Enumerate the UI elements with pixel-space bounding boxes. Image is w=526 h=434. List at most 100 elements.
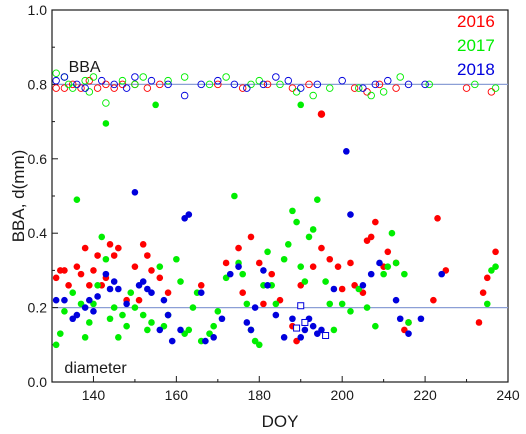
bba-point-2017-17 xyxy=(276,80,284,89)
diameter-point-2018-5 xyxy=(86,296,93,304)
bba-point-2018-3 xyxy=(81,84,89,92)
diameter-point-2018-53 xyxy=(405,330,412,337)
bba-point-2017-19 xyxy=(309,91,317,100)
diameter-point-2018-47 xyxy=(347,211,354,218)
y-tick-label-5: 1.0 xyxy=(28,2,48,18)
legend-label-2016: 2016 xyxy=(457,12,495,31)
bba-point-2018-21 xyxy=(359,84,367,92)
diameter-point-2016-27 xyxy=(247,233,255,241)
diameter-point-2017-3 xyxy=(69,289,77,297)
diameter-point-2016-17 xyxy=(135,296,143,304)
x-tick-label-140: 140 xyxy=(82,387,106,403)
diameter-point-2017-36 xyxy=(231,192,238,200)
diameter-point-2018-28 xyxy=(218,315,226,323)
diameter-point-2017-53 xyxy=(305,233,313,241)
diameter-point-2017-48 xyxy=(284,241,292,248)
diameter-point-2017-39 xyxy=(243,300,251,308)
diameter-point-2018-22 xyxy=(177,326,184,334)
bba-point-2017-6 xyxy=(89,73,98,81)
bba-point-2017-21 xyxy=(355,84,363,92)
bba-point-2016-8 xyxy=(118,80,127,89)
bba-point-2016-5 xyxy=(93,84,102,92)
diameter-point-2018-44 xyxy=(318,326,325,334)
bba-point-2016-12 xyxy=(214,80,222,89)
diameter-point-2018-17 xyxy=(148,289,155,297)
y-tick-label-0: 0.0 xyxy=(28,374,48,390)
diameter-point-2017-17 xyxy=(127,289,135,297)
diameter-point-2017-16 xyxy=(123,322,130,330)
diameter-point-2018-6 xyxy=(90,308,97,315)
bba-point-2018-23 xyxy=(384,76,392,85)
bba-point-2017-3 xyxy=(68,84,77,92)
diameter-point-2018-12 xyxy=(123,300,130,308)
diameter-point-2016-38 xyxy=(334,263,342,270)
bba-point-2016-6 xyxy=(102,80,110,89)
diameter-point-2017-46 xyxy=(272,300,280,308)
diameter-point-2018-7 xyxy=(94,293,101,300)
diameter-point-2016-52 xyxy=(434,215,441,222)
diameter-point-2018-50 xyxy=(376,259,383,267)
bba-point-2017-2 xyxy=(64,80,73,89)
diameter-point-2018-27 xyxy=(210,334,217,341)
bba-point-2016-14 xyxy=(263,80,272,89)
diameter-point-2017-33 xyxy=(210,322,217,330)
bba-point-2017-5 xyxy=(85,88,94,96)
diameter-point-2016-35 xyxy=(309,263,317,270)
diameter-point-2016-3 xyxy=(65,281,72,289)
diameter-point-2018-54 xyxy=(417,315,425,323)
diameter-point-2017-29 xyxy=(189,304,197,311)
bba-point-2018-0 xyxy=(52,76,60,85)
diameter-point-2016-36 xyxy=(318,244,325,252)
diameter-point-2017-51 xyxy=(297,263,305,270)
diameter-point-2017-2 xyxy=(61,308,68,315)
bba-point-2017-4 xyxy=(81,76,89,85)
diameter-point-2018-40 xyxy=(301,326,309,334)
diameter-point-2018-42 xyxy=(309,322,317,330)
bba-point-2018-19 xyxy=(313,80,322,89)
diameter-point-2018-35 xyxy=(264,281,271,289)
diameter-point-2016-7 xyxy=(86,281,93,289)
bba-point-2018-5 xyxy=(110,80,118,89)
diameter-point-2017-47 xyxy=(280,255,288,263)
bba-filled-point-2016-0 xyxy=(318,110,325,118)
diameter-point-2016-47 xyxy=(384,248,392,256)
reference-lines xyxy=(52,83,508,309)
diameter-point-2018-10 xyxy=(110,278,118,285)
diameter-point-2018-49 xyxy=(367,270,375,278)
bba-filled-point-2017-0 xyxy=(102,120,110,127)
bba-point-2018-1 xyxy=(60,73,69,81)
diameter-point-2018-48 xyxy=(359,281,367,289)
diameter-point-2016-39 xyxy=(338,285,346,293)
diameter-point-2016-45 xyxy=(372,218,379,226)
diameter-point-2018-37 xyxy=(280,334,288,341)
diameter-point-2016-51 xyxy=(430,296,437,304)
diameter-point-2017-7 xyxy=(86,319,93,326)
bba-point-2018-20 xyxy=(338,76,346,85)
diameter-point-2016-54 xyxy=(475,319,483,326)
diameter-point-2018-15 xyxy=(139,278,147,285)
legend-label-2017: 2017 xyxy=(457,36,495,55)
diameter-point-2016-30 xyxy=(268,270,276,278)
bba-point-2017-22 xyxy=(367,91,375,100)
diameter-point-2018-55 xyxy=(438,270,445,278)
bba-point-2016-22 xyxy=(462,84,471,92)
data-markers xyxy=(52,69,500,349)
bba-point-2017-26 xyxy=(471,80,479,89)
diameter-point-2016-16 xyxy=(131,263,139,270)
bba-annotation: BBA xyxy=(69,59,101,76)
diameter-point-2018-20 xyxy=(164,311,172,319)
bba-point-2018-16 xyxy=(272,73,280,81)
bba-point-2018-10 xyxy=(180,91,189,100)
bba-point-2018-6 xyxy=(122,84,131,92)
legend-label-2018: 2018 xyxy=(457,60,495,79)
diameter-point-2016-8 xyxy=(90,267,97,274)
diameter-annotation: diameter xyxy=(64,360,127,377)
diameter-point-2017-13 xyxy=(110,304,118,311)
bba-point-2018-17 xyxy=(284,76,293,85)
diameter-point-2017-52 xyxy=(301,278,309,285)
diameter-point-2017-15 xyxy=(119,311,126,319)
diameter-point-2017-19 xyxy=(139,311,147,319)
diameter-point-2017-63 xyxy=(372,322,379,330)
diameter-point-2018-24 xyxy=(185,211,193,218)
diameter-point-2017-14 xyxy=(115,334,122,341)
